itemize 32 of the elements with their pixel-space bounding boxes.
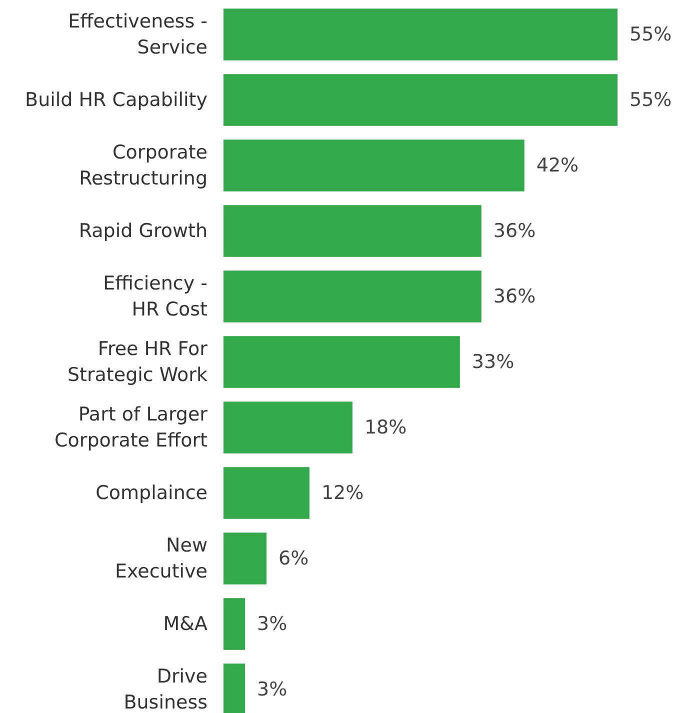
data-label: 42% <box>536 154 579 176</box>
y-tick-label: New Executive <box>114 534 208 583</box>
bar <box>224 402 352 454</box>
bar <box>224 532 266 584</box>
y-tick-label: Part of Larger Corporate Effort <box>54 403 208 452</box>
bar <box>224 205 482 257</box>
data-label: 55% <box>630 89 672 111</box>
data-label: 18% <box>364 416 407 438</box>
bar <box>224 598 245 650</box>
y-tick-label: Free HR For Strategic Work <box>67 338 208 386</box>
bar <box>224 140 524 192</box>
y-tick-label: Corporate Restructuring <box>79 141 208 190</box>
y-tick-label: Rapid Growth <box>78 220 208 242</box>
data-label: 36% <box>493 220 536 242</box>
data-label: 12% <box>321 482 364 504</box>
data-label: 3% <box>256 678 288 700</box>
bar <box>224 8 618 60</box>
y-tick-label: M&A <box>163 613 208 635</box>
data-label: 55% <box>630 24 672 46</box>
y-tick-label: Complaince <box>96 482 208 504</box>
y-tick-label: Efficiency - HR Cost <box>103 272 208 321</box>
data-label: 36% <box>493 286 536 308</box>
data-label: 33% <box>472 351 514 373</box>
bar <box>224 74 618 126</box>
bar <box>224 270 482 322</box>
bar <box>224 336 460 388</box>
data-label: 3% <box>256 613 288 635</box>
y-tick-label: Build HR Capability <box>25 89 208 111</box>
y-tick-label: Drive Business <box>124 665 208 713</box>
bar <box>224 467 310 519</box>
data-label: 6% <box>278 548 309 570</box>
y-tick-label: Effectiveness - Service <box>68 10 208 59</box>
